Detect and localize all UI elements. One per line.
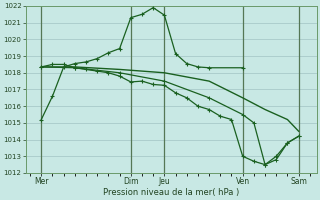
X-axis label: Pression niveau de la mer( hPa ): Pression niveau de la mer( hPa ) <box>103 188 239 197</box>
